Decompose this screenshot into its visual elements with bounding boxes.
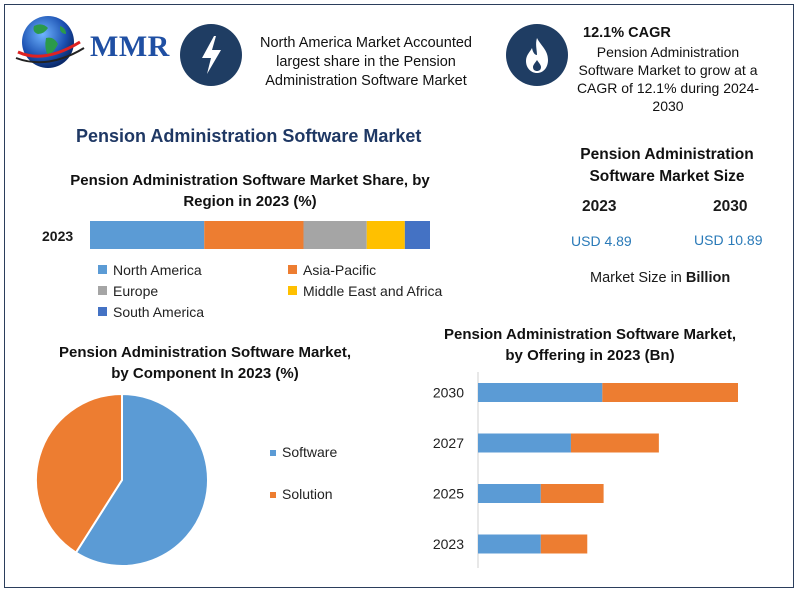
legend-item-asia-pacific: Asia-Pacific <box>288 262 376 278</box>
legend-item-software: Software <box>270 444 337 460</box>
page-title: Pension Administration Software Market <box>76 126 422 146</box>
infographic-frame <box>4 4 794 588</box>
offering-category-label-2030: 2030 <box>433 385 464 401</box>
cagr-title: 12.1% CAGR <box>583 25 671 41</box>
legend-label: North America <box>113 262 202 278</box>
market-size-title: Pension Administration Software Market S… <box>580 146 754 185</box>
offering-bar-2023-series-1 <box>478 534 541 554</box>
offering-bar-2027-series-2 <box>570 433 659 453</box>
region-bar-segment-asia-pacific <box>204 221 304 249</box>
legend-swatch <box>270 450 276 456</box>
component-chart-title: Pension Administration Software Market, … <box>59 344 351 382</box>
market-size-value-b: USD 10.89 <box>694 232 763 248</box>
market-size-unit-bold: Billion <box>685 270 731 286</box>
cagr-description: Pension Administration Software Market t… <box>576 44 760 114</box>
legend-swatch <box>98 307 107 316</box>
legend-item-north-america: North America <box>98 262 202 278</box>
offering-bar-2025-series-2 <box>540 484 604 503</box>
market-size-year-a: 2023 <box>582 198 617 215</box>
legend-label: South America <box>113 304 205 320</box>
region-bar-segment-middle-east-and-africa <box>366 221 405 249</box>
region-bar-segment-south-america <box>404 221 430 249</box>
component-pie-chart <box>35 392 209 567</box>
legend-swatch <box>288 286 297 295</box>
offering-bar-2025-series-1 <box>478 484 541 503</box>
region-bar-segment-north-america <box>90 221 205 249</box>
legend-swatch <box>98 265 107 274</box>
offering-bar-2030-series-1 <box>478 383 603 402</box>
region-chart-title: Pension Administration Software Market S… <box>70 172 430 210</box>
legend-item-middle-east-and-africa: Middle East and Africa <box>288 283 442 299</box>
legend-swatch <box>98 286 107 295</box>
legend-swatch <box>288 265 297 274</box>
region-chart-category-label: 2023 <box>42 228 74 244</box>
legend-item-europe: Europe <box>98 283 158 299</box>
offering-bar-2030-series-2 <box>602 383 738 402</box>
market-size-unit: Market Size in Billion <box>590 270 730 286</box>
legend-item-solution: Solution <box>270 486 333 502</box>
legend-label: Software <box>282 444 338 460</box>
region-legend: North America Asia-Pacific Europe Middle Ea… <box>98 262 498 324</box>
legend-label: Asia-Pacific <box>303 262 377 278</box>
offering-category-label-2023: 2023 <box>433 536 464 552</box>
flame-icon <box>506 24 568 86</box>
legend-label: Europe <box>113 283 159 299</box>
globe-icon <box>15 16 85 68</box>
offering-bar-2027-series-1 <box>478 433 571 453</box>
offering-bar-2023-series-2 <box>540 534 588 554</box>
pie-slice-software <box>74 392 209 567</box>
offering-chart-title: Pension Administration Software Market, … <box>444 326 736 364</box>
logo-text: MMR <box>90 30 170 63</box>
legend-swatch <box>270 492 276 498</box>
region-stacked-bar <box>90 221 430 249</box>
region-highlight-text: North America Market Accounted largest s… <box>260 35 472 89</box>
brand-logo: MMR <box>14 12 174 74</box>
offering-category-label-2025: 2025 <box>433 486 464 502</box>
market-size-value-a: USD 4.89 <box>571 233 632 249</box>
pie-slice-solution <box>35 392 123 554</box>
component-legend: Software Solution <box>270 444 380 514</box>
region-bar-segment-europe <box>303 221 367 249</box>
market-size-unit-prefix: Market Size in <box>590 270 686 286</box>
lightning-icon <box>180 24 242 86</box>
legend-label: Middle East and Africa <box>303 283 443 299</box>
legend-item-south-america: South America <box>98 304 204 320</box>
legend-label: Solution <box>282 486 333 502</box>
offering-bar-chart: 2030 2027 2025 2023 <box>433 372 738 568</box>
market-size-year-b: 2030 <box>713 198 748 215</box>
offering-category-label-2027: 2027 <box>433 435 464 451</box>
